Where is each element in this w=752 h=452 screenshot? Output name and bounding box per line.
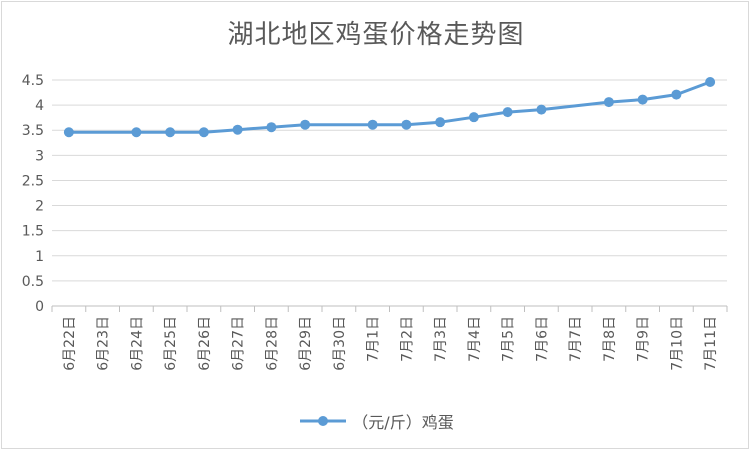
y-tick-label: 2 [35, 199, 44, 215]
x-tick-label: 7月4日 [467, 316, 483, 362]
data-point [705, 77, 716, 88]
series-layer [63, 77, 716, 138]
y-tick-label: 0.5 [22, 274, 44, 290]
x-tick-label: 7月8日 [602, 316, 618, 362]
x-tick-label: 7月1日 [366, 316, 382, 362]
data-point [603, 97, 614, 108]
y-axis-tick-labels: 0 0.5 1 1.5 2 2.5 3 3.5 4 4.5 [22, 73, 44, 315]
y-tick-label: 4 [35, 98, 44, 114]
y-tick-label: 1.5 [22, 224, 44, 240]
gridlines [52, 79, 727, 282]
chart-title: 湖北地区鸡蛋价格走势图 [227, 20, 525, 50]
data-point [401, 119, 412, 130]
x-tick-label: 7月2日 [399, 316, 415, 362]
y-tick-label: 4.5 [22, 73, 44, 89]
data-point [502, 107, 513, 118]
x-tick-label: 6月22日 [62, 316, 78, 371]
data-point [266, 122, 277, 133]
data-point [131, 127, 142, 138]
data-point [637, 94, 648, 105]
y-tick-label: 1 [35, 249, 44, 265]
x-tick-label: 7月5日 [501, 316, 517, 362]
legend-marker [300, 416, 347, 426]
x-tick-label: 7月10日 [669, 316, 685, 371]
legend: （元/斤）鸡蛋 [0, 406, 752, 436]
data-point [671, 89, 682, 100]
x-tick-label: 7月11日 [703, 316, 719, 371]
x-tick-label: 7月6日 [534, 316, 550, 362]
x-tick-label: 6月25日 [163, 316, 179, 371]
x-tick-label: 7月9日 [636, 316, 652, 362]
x-axis [51, 305, 728, 312]
series-line [67, 80, 712, 134]
x-tick-label: 6月29日 [298, 316, 314, 371]
y-tick-label: 2.5 [22, 173, 44, 189]
data-point [435, 117, 446, 128]
data-point [198, 127, 209, 138]
data-point [300, 119, 311, 130]
x-tick-label: 6月24日 [129, 316, 145, 371]
y-tick-label: 3 [35, 148, 44, 164]
x-tick-label: 6月28日 [264, 316, 280, 371]
legend-label: （元/斤）鸡蛋 [352, 413, 454, 432]
data-point [468, 112, 479, 123]
data-point [165, 127, 176, 138]
y-tick-label: 3.5 [22, 123, 44, 139]
x-tick-label: 6月26日 [197, 316, 213, 371]
y-tick-label: 0 [35, 299, 44, 315]
x-tick-label: 6月27日 [231, 316, 247, 371]
x-axis-tick-labels: 6月22日 6月23日 6月24日 6月25日 6月26日 6月27日 6月28日 6月29日… [62, 316, 719, 371]
x-tick-label: 7月7日 [568, 316, 584, 362]
data-point [232, 124, 243, 135]
x-tick-label: 6月23日 [96, 316, 112, 371]
data-point [63, 127, 74, 138]
x-tick-label: 7月3日 [433, 316, 449, 362]
data-point [367, 119, 378, 130]
data-point [536, 104, 547, 115]
x-tick-label: 6月30日 [332, 316, 348, 371]
